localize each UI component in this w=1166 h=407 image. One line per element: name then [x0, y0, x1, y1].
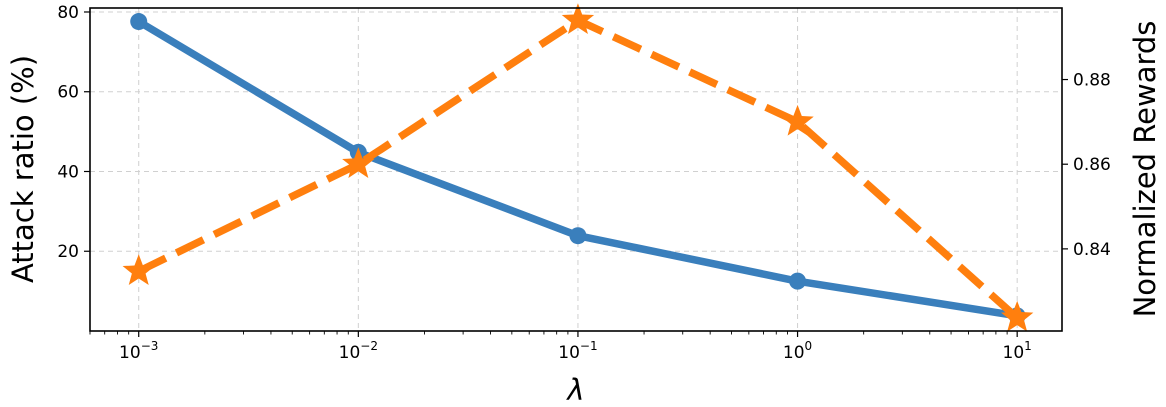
x-tick-exponent: 1 [1024, 339, 1032, 353]
series-point-star [1001, 300, 1034, 332]
x-tick-base: 10 [1003, 343, 1025, 363]
y2-tick-label: 0.88 [1073, 71, 1111, 91]
series-point-circle [130, 13, 148, 31]
y2-tick-label: 0.84 [1073, 240, 1111, 260]
y2-axis-label: Normalized Rewards [1128, 21, 1162, 318]
x-tick-label: 10−3 [119, 339, 158, 363]
x-tick-base: 10 [558, 343, 580, 363]
y-tick-label: 20 [57, 242, 79, 262]
x-tick-label: 101 [1003, 339, 1032, 363]
series-point-star [561, 3, 595, 35]
y-tick-label: 60 [57, 83, 79, 103]
plot-frame [89, 7, 1063, 332]
x-tick-label: 10−2 [339, 339, 378, 363]
series-point-star [122, 254, 155, 286]
series-point-circle [569, 227, 587, 245]
y-tick-label: 80 [57, 3, 79, 23]
x-tick-base: 10 [339, 343, 361, 363]
series-point-circle [789, 272, 807, 290]
series-point-star [342, 147, 375, 178]
x-tick-base: 10 [783, 343, 805, 363]
x-tick-label: 100 [783, 339, 812, 363]
x-tick-label: 10−1 [558, 339, 597, 363]
series-layer [122, 3, 1034, 332]
x-tick-exponent: −1 [580, 339, 598, 353]
x-tick-base: 10 [119, 343, 141, 363]
x-axis-label: λ [565, 373, 584, 407]
y2-tick-label: 0.86 [1073, 155, 1111, 175]
grid [90, 8, 1062, 331]
x-tick-exponent: −3 [141, 339, 159, 353]
series-point-star [781, 104, 814, 136]
x-tick-exponent: −2 [360, 339, 378, 353]
y-tick-label: 40 [57, 162, 79, 182]
x-tick-exponent: 0 [805, 339, 813, 353]
y-axis-label: Attack ratio (%) [6, 55, 40, 283]
